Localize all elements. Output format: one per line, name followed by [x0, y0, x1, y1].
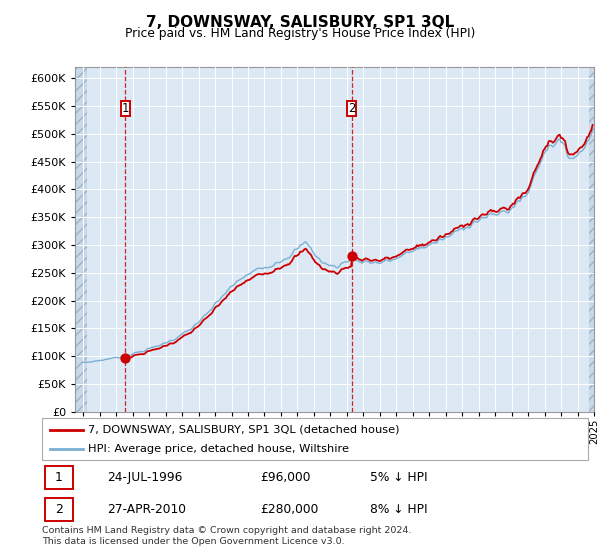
Text: 27-APR-2010: 27-APR-2010	[107, 502, 187, 516]
Bar	[121, 101, 130, 116]
Text: 2: 2	[348, 102, 355, 115]
FancyBboxPatch shape	[42, 418, 588, 460]
Text: 5% ↓ HPI: 5% ↓ HPI	[370, 471, 427, 484]
Text: Price paid vs. HM Land Registry's House Price Index (HPI): Price paid vs. HM Land Registry's House …	[125, 27, 475, 40]
Text: 1: 1	[55, 471, 63, 484]
Text: 1: 1	[121, 102, 129, 115]
Text: 2: 2	[55, 502, 63, 516]
Bar	[45, 466, 73, 489]
Text: HPI: Average price, detached house, Wiltshire: HPI: Average price, detached house, Wilt…	[88, 445, 349, 454]
Text: £96,000: £96,000	[260, 471, 311, 484]
Bar	[75, 67, 88, 412]
Text: 8% ↓ HPI: 8% ↓ HPI	[370, 502, 427, 516]
Point	[121, 354, 130, 363]
Bar	[45, 498, 73, 521]
Text: £280,000: £280,000	[260, 502, 319, 516]
Text: 24-JUL-1996: 24-JUL-1996	[107, 471, 183, 484]
Point	[347, 251, 356, 260]
Bar	[589, 67, 600, 412]
Text: 7, DOWNSWAY, SALISBURY, SP1 3QL: 7, DOWNSWAY, SALISBURY, SP1 3QL	[146, 15, 454, 30]
Text: Contains HM Land Registry data © Crown copyright and database right 2024.
This d: Contains HM Land Registry data © Crown c…	[42, 526, 412, 546]
Bar	[347, 101, 356, 116]
Text: 7, DOWNSWAY, SALISBURY, SP1 3QL (detached house): 7, DOWNSWAY, SALISBURY, SP1 3QL (detache…	[88, 424, 400, 435]
